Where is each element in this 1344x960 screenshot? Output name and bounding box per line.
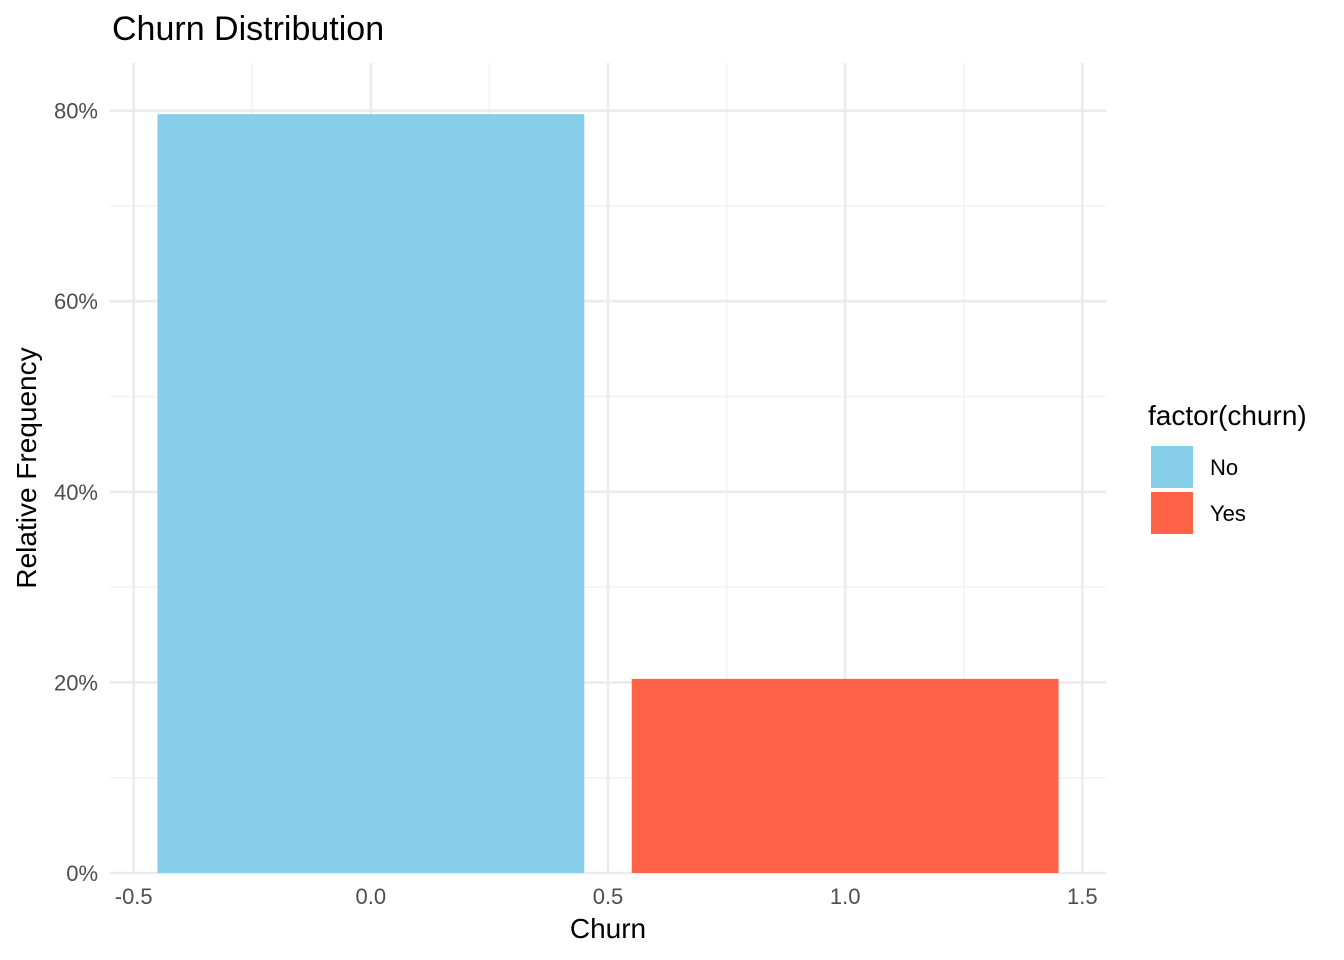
y-tick-label: 20% [54,670,98,695]
legend-label-yes: Yes [1210,501,1246,526]
y-tick-label: 40% [54,480,98,505]
bar-no [157,114,585,873]
chart-title: Churn Distribution [112,10,384,48]
x-tick-label: 1.0 [830,884,861,909]
y-tick-labels: 0% 20% 40% 60% 80% [54,99,98,886]
x-tick-label: 1.5 [1067,884,1098,909]
legend-key-no [1151,446,1193,488]
legend-label-no: No [1210,455,1238,480]
legend-entries: No Yes [1151,446,1246,534]
x-tick-labels: -0.5 0.0 0.5 1.0 1.5 [115,884,1098,909]
legend: factor(churn) No Yes [1148,400,1307,534]
x-axis-title: Churn [570,913,646,944]
y-axis-title: Relative Frequency [11,347,42,588]
legend-title: factor(churn) [1148,400,1307,431]
y-tick-label: 80% [54,99,98,124]
legend-key-yes [1151,492,1193,534]
y-tick-label: 60% [54,289,98,314]
x-tick-label: 0.5 [593,884,624,909]
bars [157,114,1059,873]
y-tick-label: 0% [66,861,98,886]
x-tick-label: 0.0 [356,884,387,909]
bar-yes [631,678,1059,873]
x-tick-label: -0.5 [115,884,153,909]
